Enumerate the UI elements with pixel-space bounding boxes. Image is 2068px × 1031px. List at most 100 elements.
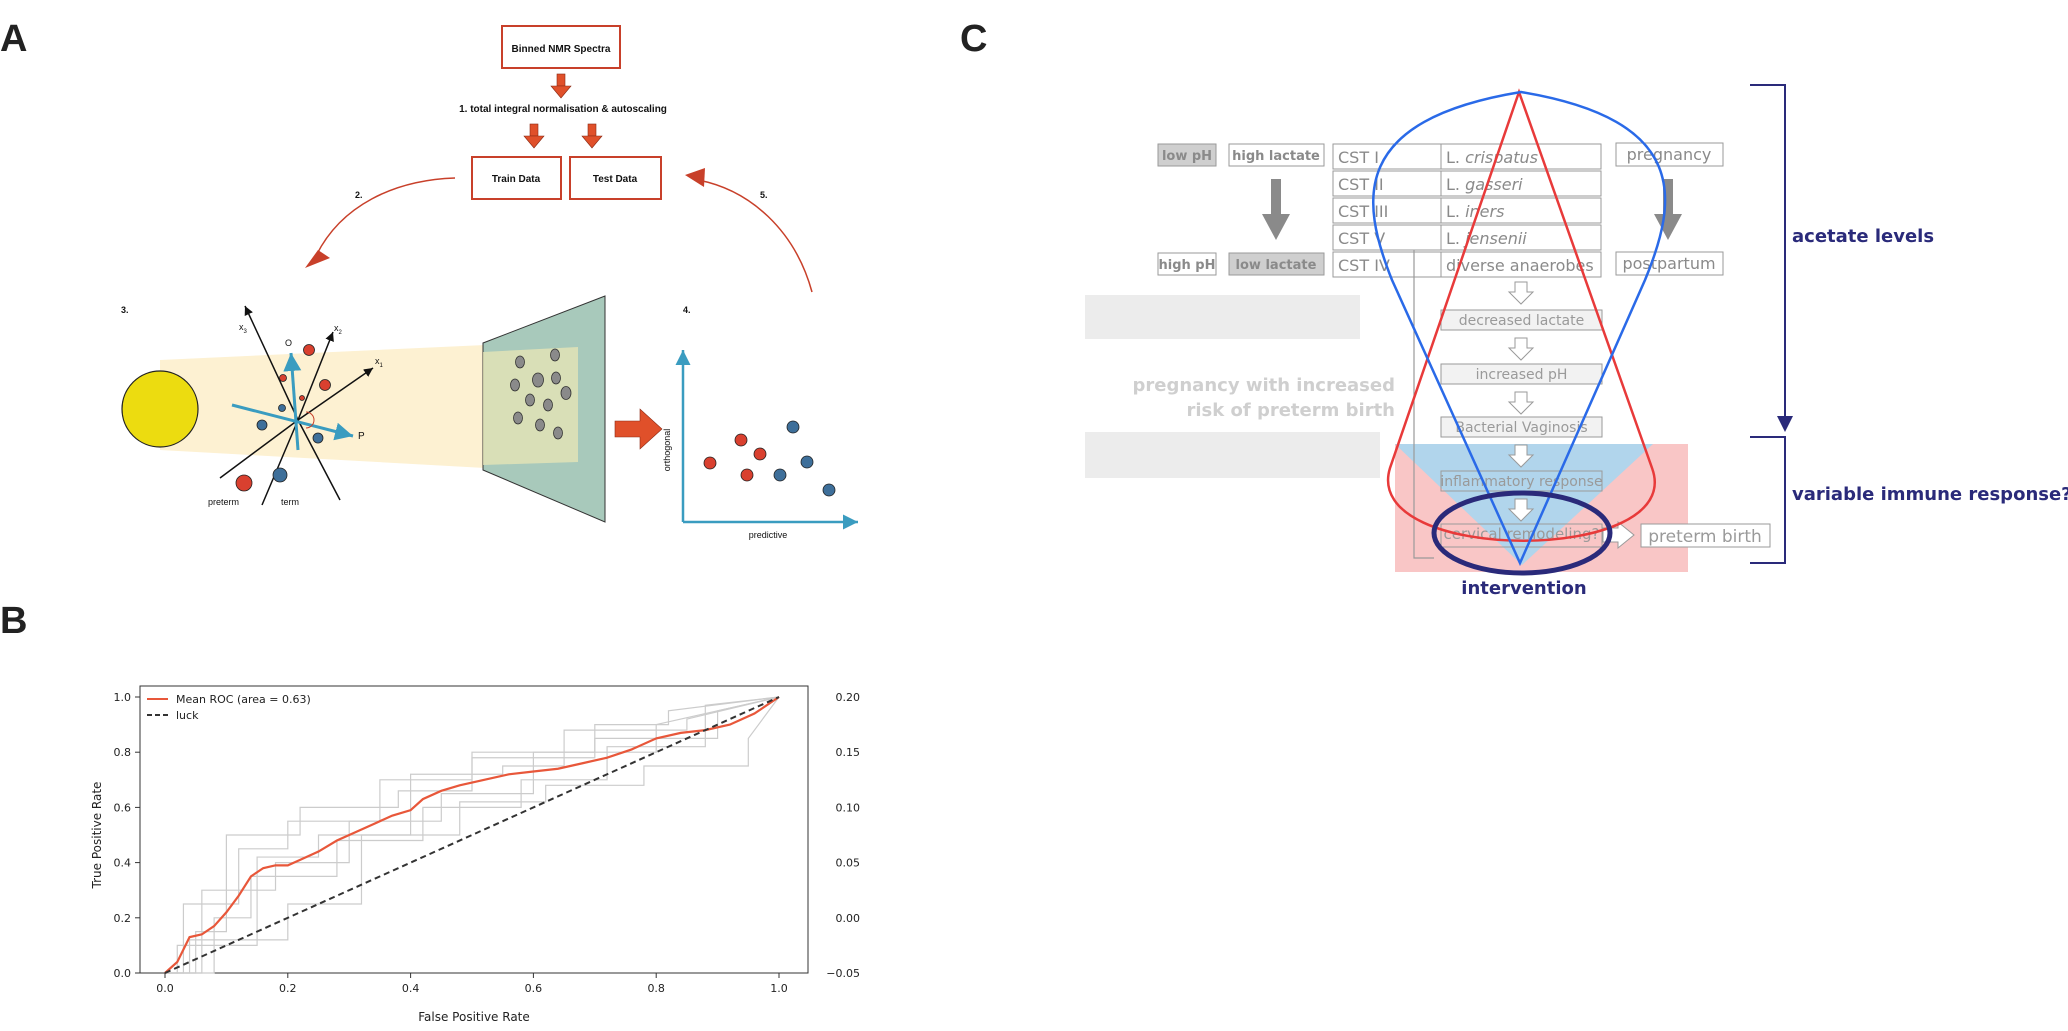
high-lactate-box	[1228, 143, 1325, 167]
step-label: inflammatory response	[1440, 474, 1602, 490]
species-cell	[1440, 251, 1602, 278]
low-lactate-box	[1228, 252, 1325, 276]
panel-a: Binned NMR Spectra 1. total integral nor…	[121, 25, 858, 540]
cst-label: CST V	[1338, 229, 1385, 248]
x-tick-label: 0.2	[279, 982, 297, 995]
curved-arrow-2	[314, 177, 456, 259]
term-marker	[272, 467, 288, 483]
x-tick-label: 0.0	[156, 982, 174, 995]
step-box	[1440, 523, 1603, 548]
cst-label: CST IV	[1338, 256, 1390, 275]
down-arrow-train	[523, 123, 545, 149]
y-tick-label: 0.2	[114, 912, 132, 925]
axis-x3-line	[244, 305, 299, 421]
step-box	[1440, 416, 1603, 438]
intervention-label: intervention	[1461, 578, 1586, 599]
step-label: increased pH	[1476, 367, 1568, 383]
panel-b-chart: 0.0 0.2 0.4 0.6 0.8 1.0 0.0 0.2 0.4 0.6 0.8 1.0 −0.0…	[90, 685, 861, 1024]
grey-down-arrow-right	[1654, 179, 1682, 240]
axis-x1-label: x1	[375, 356, 384, 369]
pregnancy-box	[1615, 142, 1724, 167]
cst-cell	[1332, 197, 1442, 224]
legend: Mean ROC (area = 0.63) luck	[147, 693, 311, 722]
axis-x1-line	[297, 367, 374, 421]
postpartum-label: postpartum	[1622, 254, 1715, 273]
series-lines	[164, 696, 780, 974]
axis-x2-line	[297, 331, 334, 421]
train-data-box	[471, 156, 562, 200]
flow-down-arrow	[1507, 337, 1535, 361]
axis-bundle	[219, 305, 374, 506]
predictive-axis-arrow	[231, 403, 354, 441]
step-label: Bacterial Vaginosis	[1455, 420, 1587, 436]
risk-line-2: risk of preterm birth	[1187, 400, 1396, 421]
grey-band-top	[1085, 295, 1360, 339]
pregnancy-label: pregnancy	[1627, 145, 1712, 164]
fold-roc-line	[165, 696, 780, 974]
species-label: diverse anaerobes	[1446, 256, 1594, 275]
acetate-levels-label: acetate levels	[1792, 226, 1934, 247]
orthogonal-label: orthogonal	[662, 429, 672, 472]
projected-points	[510, 348, 572, 440]
train-data-label: Train Data	[492, 174, 541, 185]
down-arrow-test	[581, 123, 603, 149]
preterm-birth-box	[1640, 523, 1771, 548]
x-tick-label: 0.4	[402, 982, 420, 995]
species-cell	[1440, 143, 1602, 170]
step-label: decreased lactate	[1459, 313, 1584, 329]
cst-label: CST III	[1338, 202, 1388, 221]
flow-down-arrow	[1507, 498, 1535, 522]
cst-cell	[1332, 224, 1442, 251]
species-cell	[1440, 197, 1602, 224]
axis-p-label: P	[358, 431, 365, 442]
flow-down-arrow	[1507, 281, 1535, 305]
binned-nmr-label: Binned NMR Spectra	[512, 44, 611, 55]
panel-label-c: C	[960, 18, 988, 60]
curved-arrow-5	[697, 179, 813, 293]
postpartum-box	[1615, 251, 1724, 276]
curved-arrow-5-head	[685, 168, 705, 187]
angle-arc	[305, 411, 315, 429]
legend-luck-label: luck	[176, 709, 199, 722]
legend-mean-label: Mean ROC (area = 0.63)	[176, 693, 311, 706]
y2-tick-label: 0.00	[836, 912, 861, 925]
panel-c: low pH high lactate high pH low lactate …	[1085, 84, 2068, 599]
preterm-label: preterm	[208, 497, 239, 507]
species-label: L. crispatus	[1446, 148, 1538, 167]
low-lactate-label: low lactate	[1236, 258, 1317, 273]
axis-ticks: 0.0 0.2 0.4 0.6 0.8 1.0 0.0 0.2 0.4 0.6 0.8 1.0 −0.0…	[114, 691, 861, 995]
immune-bracket	[1750, 436, 1786, 564]
panel-label-b: B	[0, 600, 28, 642]
species-cell	[1440, 170, 1602, 197]
preterm-marker	[235, 474, 253, 492]
cst-cell	[1332, 170, 1442, 197]
y-tick-label: 0.0	[114, 967, 132, 980]
cst-label: CST I	[1338, 148, 1379, 167]
immune-response-label: variable immune response?	[1792, 484, 2068, 505]
projection-arrow	[614, 408, 663, 450]
grey-down-arrow-left	[1262, 179, 1290, 240]
y2-tick-label: 0.10	[836, 801, 861, 814]
x-axis-label: False Positive Rate	[418, 1010, 530, 1024]
term-label: term	[281, 497, 299, 507]
risk-line-1: pregnancy with increased	[1133, 375, 1395, 396]
step-2-label: 2.	[355, 190, 363, 200]
fold-roc-line	[165, 696, 780, 974]
x-tick-label: 0.6	[525, 982, 543, 995]
panel-label-a: A	[0, 18, 28, 60]
flow-down-arrow	[1507, 444, 1535, 468]
binned-nmr-box	[501, 25, 621, 69]
test-data-label: Test Data	[593, 174, 638, 185]
fold-roc-line	[165, 696, 780, 974]
projection-beam	[160, 345, 485, 468]
bracket-line	[1413, 250, 1434, 559]
curved-arrow-2-head	[305, 250, 330, 268]
luck-line	[164, 696, 780, 974]
cst-table: CST I L. crispatus CST II L. gasseri CST III…	[1332, 143, 1602, 278]
x-tick-label: 1.0	[770, 982, 788, 995]
y-axis-label: True Positive Rate	[90, 782, 104, 890]
y2-tick-label: 0.20	[836, 691, 861, 704]
y-tick-label: 0.6	[114, 801, 132, 814]
low-ph-label: low pH	[1162, 149, 1212, 164]
predictive-label: predictive	[749, 530, 788, 540]
